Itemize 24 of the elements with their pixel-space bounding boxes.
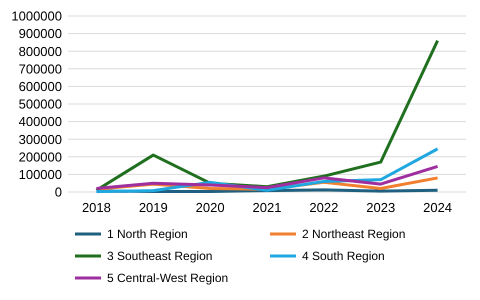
x-tick-label: 2024: [423, 200, 452, 215]
y-tick-label: 300000: [18, 132, 62, 147]
x-tick-label: 2021: [252, 200, 282, 215]
y-tick-label: 800000: [18, 44, 62, 59]
y-tick-label: 0: [54, 184, 62, 200]
legend-label: 5 Central-West Region: [107, 271, 228, 286]
x-tick-label: 2022: [309, 200, 338, 215]
legend-label: 4 South Region: [302, 249, 385, 264]
x-tick-label: 2020: [196, 200, 225, 215]
y-tick-label: 200000: [18, 149, 62, 164]
legend-label: 3 Southeast Region: [107, 249, 212, 264]
x-tick-label: 2018: [82, 200, 111, 215]
legend-label: 2 Northeast Region: [302, 227, 406, 242]
y-tick-label: 900000: [18, 26, 62, 42]
legend-label: 1 North Region: [107, 227, 188, 242]
y-tick-label: 700000: [18, 61, 62, 76]
y-tick-label: 600000: [18, 78, 62, 94]
x-tick-label: 2023: [366, 200, 396, 215]
y-tick-label: 100000: [18, 166, 62, 182]
y-tick-label: 500000: [18, 96, 62, 112]
line-series: [94, 164, 440, 190]
y-tick-label: 1000000: [11, 8, 62, 24]
y-tick-label: 400000: [18, 114, 62, 130]
x-tick-label: 2019: [138, 200, 168, 215]
